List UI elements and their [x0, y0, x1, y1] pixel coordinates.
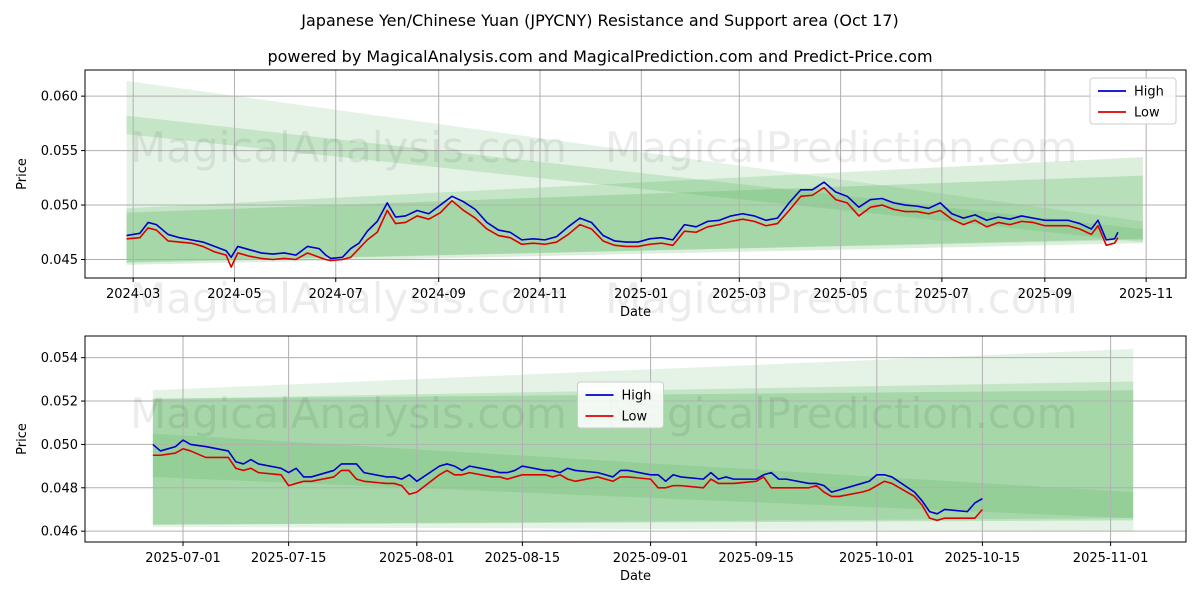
chart-title: Japanese Yen/Chinese Yuan (JPYCNY) Resis… [300, 11, 898, 30]
panel0-x-tick-label-3: 2024-09 [412, 287, 466, 302]
panel1-axes-frame [84, 335, 1187, 543]
panel1-y-tick-label-3: 0.052 [41, 395, 78, 410]
panel0-band-3 [126, 175, 1143, 263]
panel0-y-tick-label-0: 0.045 [41, 253, 78, 268]
panel0-x-axis-label: Date [620, 305, 651, 320]
panel1-legend-label-high: High [622, 389, 652, 404]
panel1-y-tick-label-2: 0.050 [41, 438, 78, 453]
panel0-x-tick-label-10: 2025-11 [1119, 287, 1173, 302]
panel1-x-tick-label-6: 2025-10-01 [839, 551, 915, 566]
panel0-x-tick-label-2: 2024-07 [309, 287, 363, 302]
panel0-series-low-line [126, 186, 1119, 268]
panel1-x-tick-label-3: 2025-08-15 [485, 551, 561, 566]
panel0-watermark-0: MagicalAnalysis.com [130, 123, 567, 172]
panel0-legend-label-high: High [1134, 85, 1164, 100]
panel1-y-tick-label-1: 0.048 [41, 481, 78, 496]
panel0-y-tick-label-3: 0.060 [41, 90, 78, 105]
panel0-y-axis-label: Price [15, 158, 30, 190]
bottom-chart-panel: 0.046 0.048 0.050 0.052 0.054 2025-07-01 2025-… [15, 335, 1187, 584]
panel1-x-tick-label-8: 2025-11-01 [1073, 551, 1149, 566]
panel0-watermark-2: MagicalAnalysis.com [130, 274, 567, 323]
panel1-x-tick-label-2: 2025-08-01 [379, 551, 455, 566]
panel1-y-axis-label: Price [15, 423, 30, 455]
panel1-x-tick-label-1: 2025-07-15 [251, 551, 327, 566]
panel1-band-2 [152, 390, 1134, 525]
panel0-series-high-line [126, 181, 1119, 260]
panel1-x-tick-label-7: 2025-10-15 [945, 551, 1021, 566]
panel1-watermark-1: MagicalPrediction.com [605, 389, 1078, 438]
panel0-x-tick-label-8: 2025-07 [915, 287, 969, 302]
panel0-x-tick-label-9: 2025-09 [1018, 287, 1072, 302]
panel1-series-group [152, 439, 983, 522]
panel1-band-1 [152, 381, 1134, 525]
panel0-legend-label-low: Low [1134, 106, 1160, 121]
panel1-legend: High Low [577, 381, 664, 429]
panel1-series-high-line [152, 439, 983, 515]
chart-subtitle: powered by MagicalAnalysis.com and Magic… [267, 47, 932, 66]
panel0-watermark-1: MagicalPrediction.com [605, 123, 1078, 172]
panel1-legend-label-low: Low [622, 410, 648, 425]
panel1-series-low-line [152, 447, 983, 522]
panel1-x-tick-label-5: 2025-09-15 [718, 551, 794, 566]
panel1-x-axis-label: Date [620, 569, 651, 584]
panel0-watermark-3: MagicalPrediction.com [605, 274, 1078, 323]
panel0-band-1 [126, 115, 1143, 243]
panel1-y-tick-label-0: 0.046 [41, 525, 78, 540]
panel0-x-tick-label-6: 2025-03 [712, 287, 766, 302]
panel0-x-tick-label-0: 2024-03 [106, 287, 160, 302]
panel0-series-group [126, 181, 1119, 268]
panel0-bands [126, 80, 1143, 265]
panel0-band-2 [126, 157, 1143, 265]
panel1-band-3 [152, 433, 1134, 519]
panel0-x-tick-label-5: 2025-01 [614, 287, 668, 302]
panel1-band-0 [152, 349, 1134, 532]
panel0-y-tick-label-1: 0.050 [41, 199, 78, 214]
panel0-x-tick-label-1: 2024-05 [207, 287, 261, 302]
panel1-bands [152, 349, 1134, 532]
top-chart-panel: 0.045 0.050 0.055 0.060 2024-03 2024-05 2024-0… [15, 69, 1187, 323]
panel0-legend: High Low [1089, 77, 1177, 125]
panel0-x-tick-label-7: 2025-05 [813, 287, 867, 302]
panel0-x-tick-label-4: 2024-11 [513, 287, 567, 302]
panel0-y-tick-label-2: 0.055 [41, 144, 78, 159]
panel0-axes-frame [84, 69, 1187, 279]
panel1-x-tick-label-0: 2025-07-01 [145, 551, 221, 566]
panel1-watermark-0: MagicalAnalysis.com [130, 389, 567, 438]
panel1-y-tick-label-4: 0.054 [41, 351, 78, 366]
panel1-x-tick-label-4: 2025-09-01 [613, 551, 689, 566]
